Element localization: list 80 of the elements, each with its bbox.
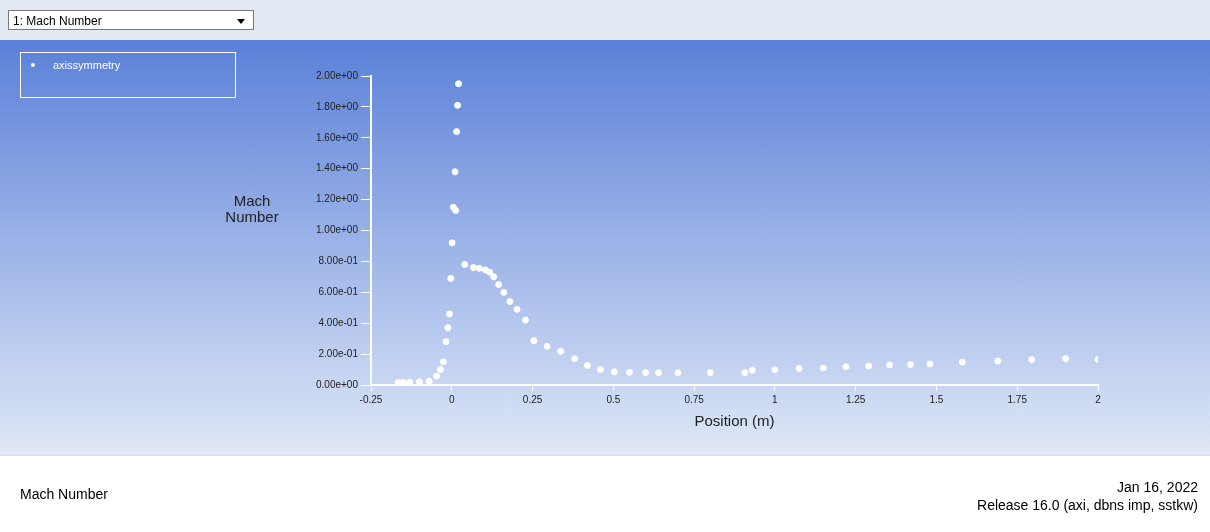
point <box>453 128 461 136</box>
point <box>655 369 663 377</box>
point <box>926 360 934 368</box>
point <box>495 281 503 289</box>
point <box>994 357 1002 365</box>
y-tick-label: 1.20e+00 <box>316 193 359 205</box>
point <box>642 369 650 377</box>
point <box>596 366 604 374</box>
point <box>500 288 508 296</box>
point <box>771 366 779 374</box>
point <box>748 366 756 374</box>
point <box>886 361 894 369</box>
point <box>907 361 915 369</box>
y-tick-label: 2.00e-01 <box>318 347 359 359</box>
text: Release 16.0 (axi, dbns imp, sstkw) <box>977 496 1198 514</box>
dropdown-field: 1: Mach Number <box>8 10 254 30</box>
x-tick-label: 2 <box>1095 393 1102 405</box>
text: Mach Number <box>20 486 108 502</box>
point <box>625 368 633 376</box>
point <box>706 369 714 377</box>
point <box>446 310 454 318</box>
y-tick-label: 1.00e+00 <box>316 224 359 236</box>
point <box>795 364 803 372</box>
x-tick-label: 0.25 <box>522 393 543 405</box>
point <box>475 264 483 272</box>
point <box>425 377 433 385</box>
point <box>1028 356 1036 364</box>
point <box>447 274 455 282</box>
y-axis-title: Mach Number <box>225 191 279 225</box>
point <box>415 378 423 385</box>
point <box>530 337 538 345</box>
point <box>461 260 469 268</box>
y-tick-label: 2.00e+00 <box>316 69 359 81</box>
point <box>865 362 873 370</box>
point <box>674 369 682 377</box>
point <box>610 368 618 376</box>
point <box>454 101 462 109</box>
x-axis-title: Position (m) <box>694 412 775 430</box>
x-tick-label: 1.75 <box>1007 393 1028 405</box>
point <box>958 358 966 366</box>
point <box>406 378 414 385</box>
point <box>486 268 494 276</box>
point <box>394 379 402 385</box>
x-tick-label: -0.25 <box>359 393 383 405</box>
point <box>819 364 827 372</box>
point <box>444 324 452 332</box>
point <box>490 273 498 281</box>
point <box>521 316 529 324</box>
point <box>442 338 450 346</box>
x-tick-label: 0.75 <box>684 393 705 405</box>
y-tick-label: 6.00e-01 <box>318 286 359 298</box>
x-tick-label: 0 <box>449 393 455 405</box>
point <box>571 355 579 363</box>
point <box>1062 355 1070 363</box>
point <box>469 264 477 272</box>
point <box>506 298 514 306</box>
y-tick-label: 1.80e+00 <box>316 100 359 112</box>
y-tick-label: 0.00e+00 <box>316 378 359 390</box>
point <box>583 362 591 370</box>
y-tick-label: 1.60e+00 <box>316 131 359 143</box>
x-tick-label: 0.5 <box>606 393 621 405</box>
point <box>436 366 444 374</box>
point <box>433 372 441 380</box>
y-tick-label: 4.00e-01 <box>318 316 359 328</box>
point <box>451 168 459 176</box>
legend-label: axissymmetry <box>53 59 121 71</box>
point <box>455 80 463 88</box>
point <box>543 342 551 350</box>
y-tick-label: 1.40e+00 <box>316 162 359 174</box>
text: Jan 16, 2022 <box>1116 478 1198 496</box>
y-tick-label: 8.00e-01 <box>318 255 359 267</box>
point <box>439 358 447 366</box>
point <box>557 347 565 355</box>
x-tick-label: 1.5 <box>929 393 944 405</box>
x-tick-label: 1 <box>772 393 779 405</box>
point <box>513 305 521 313</box>
point <box>842 363 850 371</box>
point <box>741 369 749 377</box>
x-tick-label: 1.25 <box>845 393 866 405</box>
point <box>448 239 456 247</box>
